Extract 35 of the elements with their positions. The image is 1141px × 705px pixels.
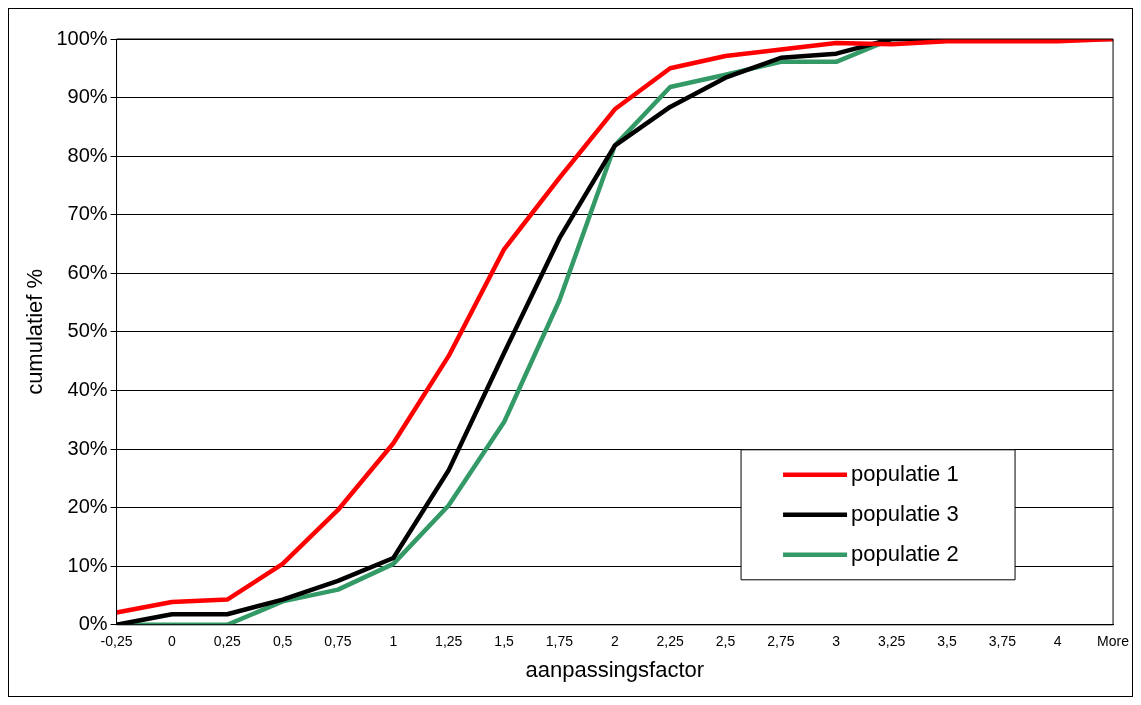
x-tick-label: 2,75 (767, 633, 795, 650)
x-tick-label: 1,25 (435, 633, 463, 650)
x-tick-label: 3 (832, 633, 841, 650)
x-tick-label: 1 (389, 633, 398, 650)
x-tick-label: 3,5 (937, 633, 957, 650)
y-axis-title: cumulatief % (22, 268, 48, 395)
y-tick-label: 50% (67, 319, 108, 342)
x-tick-label: 1,75 (545, 633, 574, 650)
x-tick-label: 3,75 (988, 633, 1017, 650)
x-tick-label: -0,25 (100, 633, 133, 650)
x-tick-label: 2,25 (656, 633, 684, 650)
x-tick-label: 2,5 (715, 633, 736, 650)
x-tick-label: 4 (1053, 633, 1062, 650)
x-tick-label: 0,75 (324, 633, 352, 650)
x-tick-label: 0 (168, 633, 177, 650)
y-tick-label: 10% (67, 553, 108, 576)
x-tick-label: 1,5 (494, 633, 515, 650)
y-tick-label: 70% (67, 202, 108, 225)
y-tick-label: 80% (67, 143, 108, 166)
y-tick-label: 90% (67, 85, 108, 108)
legend-label: populatie 1 (851, 460, 959, 486)
x-tick-label: 0,5 (272, 633, 293, 650)
y-tick-label: 60% (67, 260, 108, 283)
x-tick-label: 0,25 (213, 633, 242, 650)
y-tick-label: 20% (67, 495, 108, 518)
y-tick-label: 0% (78, 612, 108, 635)
y-tick-label: 100% (56, 26, 108, 49)
y-tick-label: 40% (67, 378, 108, 400)
legend-label: populatie 3 (851, 500, 959, 526)
x-axis-title: aanpassingsfactor (525, 656, 705, 682)
x-tick-label: 3,25 (877, 633, 906, 650)
x-tick-label: More (1097, 633, 1130, 650)
legend-label: populatie 2 (851, 540, 959, 566)
x-tick-label: 2 (610, 633, 619, 650)
y-tick-label: 30% (67, 436, 108, 459)
